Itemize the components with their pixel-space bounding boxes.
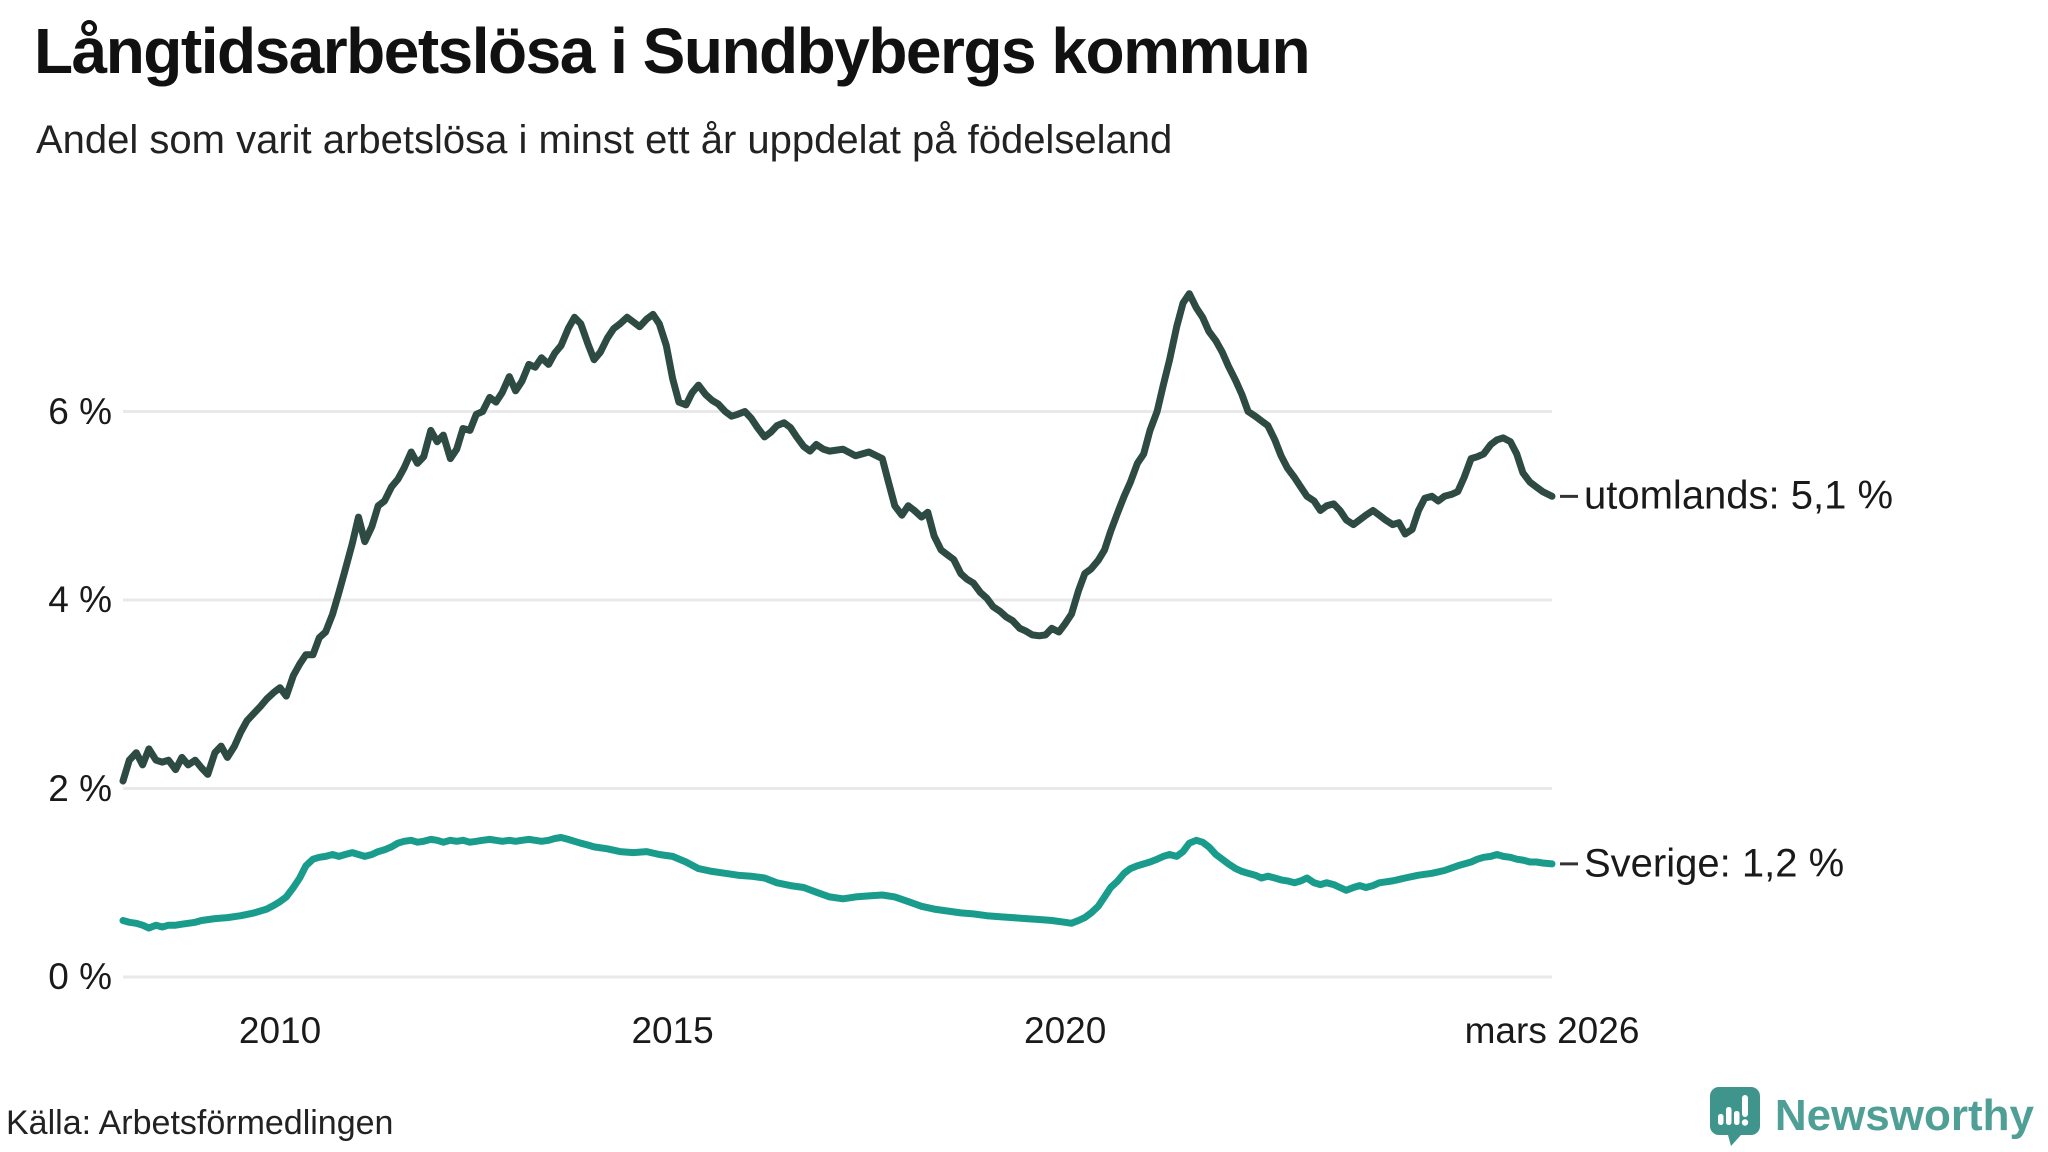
source-note: Källa: Arbetsförmedlingen: [6, 1104, 394, 1142]
newsworthy-speech-bubble-chart-icon: [1709, 1086, 1761, 1146]
series-line-utomlands: [119, 290, 1556, 785]
series-end-label-Sverige: Sverige: 1,2 %: [1584, 841, 1845, 886]
series-end-label-utomlands: utomlands: 5,1 %: [1584, 473, 1894, 518]
newsworthy-logo: Newsworthy: [1709, 1086, 2034, 1146]
newsworthy-logo-text: Newsworthy: [1774, 1091, 2034, 1140]
y-axis-label: 6 %: [48, 390, 112, 432]
x-axis-label: 2015: [631, 1010, 714, 1051]
end-label-connectors: [1560, 494, 1578, 866]
series-line-Sverige: [119, 834, 1556, 932]
gridlines: [123, 410, 1552, 979]
chart-subtitle: Andel som varit arbetslösa i minst ett å…: [36, 118, 1173, 162]
page-title: Långtidsarbetslösa i Sundbybergs kommun: [34, 15, 1311, 87]
x-axis-label: 2020: [1024, 1010, 1107, 1051]
x-axis-label: 2010: [238, 1010, 322, 1051]
y-axis-label: 2 %: [48, 767, 112, 809]
y-axis-label: 0 %: [48, 956, 112, 997]
series-lines: [119, 290, 1556, 932]
y-axis-label: 4 %: [48, 579, 112, 620]
x-axis-label: mars 2026: [1464, 1010, 1640, 1051]
